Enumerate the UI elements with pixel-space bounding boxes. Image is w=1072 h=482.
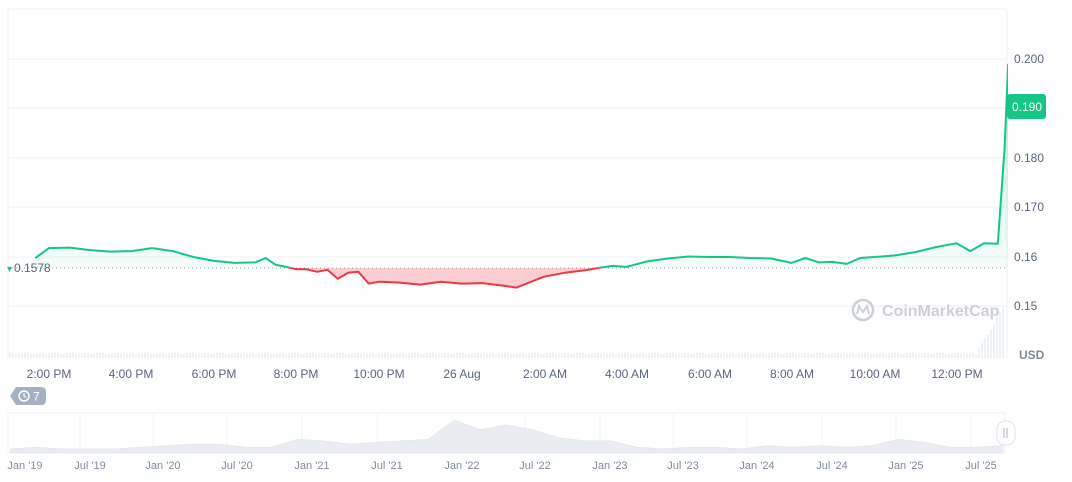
baseline-label: 0.1578 — [14, 261, 51, 275]
x-tick-label: 10:00 PM — [353, 367, 404, 381]
x-axis: 2:00 PM 4:00 PM 6:00 PM 8:00 PM 10:00 PM 26 A… — [27, 367, 983, 381]
navigator-axis: Jan '19 Jul '19 Jan '20 Jul '20 Jan '21 Jul '… — [7, 460, 996, 472]
grid — [7, 8, 1008, 358]
navigator-tick-label: Jan '20 — [145, 460, 180, 472]
price-line-up — [34, 63, 1008, 268]
navigator-tick-label: Jan '19 — [7, 460, 42, 472]
watermark: CoinMarketCap — [851, 298, 1000, 322]
y-tick-label: 0.200 — [1014, 52, 1044, 66]
x-tick-label: 6:00 PM — [192, 367, 237, 381]
x-tick-label: 10:00 AM — [850, 367, 901, 381]
history-clock-icon — [18, 390, 30, 402]
x-tick-label: 2:00 PM — [27, 367, 72, 381]
x-tick-label: 26 Aug — [443, 367, 480, 381]
navigator-tick-label: Jul '21 — [371, 460, 402, 472]
watermark-text: CoinMarketCap — [882, 303, 1000, 320]
navigator-tick-label: Jul '23 — [667, 460, 698, 472]
navigator-tick-label: Jan '25 — [888, 460, 923, 472]
navigator-handle[interactable] — [996, 420, 1016, 446]
navigator-tick-label: Jan '22 — [444, 460, 479, 472]
navigator-tick-label: Jul '25 — [965, 460, 996, 472]
y-axis: 0.200 0.190 0.180 0.170 0.16 0.15 — [1014, 52, 1044, 313]
current-price-label: 0.190 — [1012, 100, 1042, 114]
x-tick-label: 2:00 AM — [523, 367, 567, 381]
y-tick-label: 0.16 — [1014, 250, 1038, 264]
price-area-down — [35, 268, 1008, 288]
price-line-down — [286, 268, 605, 289]
coinmarketcap-logo-icon — [851, 298, 875, 322]
x-tick-label: 4:00 AM — [605, 367, 649, 381]
y-tick-label: 0.180 — [1014, 151, 1044, 165]
navigator-tick-label: Jan '23 — [592, 460, 627, 472]
volume-bars — [9, 307, 1004, 358]
baseline-marker-icon: ▾ — [7, 264, 12, 275]
history-badge[interactable]: 7 — [10, 387, 46, 405]
navigator-tick-label: Jan '24 — [739, 460, 774, 472]
y-tick-label: 0.15 — [1014, 299, 1038, 313]
navigator-tick-label: Jul '20 — [221, 460, 252, 472]
navigator-tick-label: Jul '19 — [74, 460, 105, 472]
history-count: 7 — [33, 390, 40, 404]
x-tick-label: 8:00 PM — [274, 367, 319, 381]
x-tick-label: 8:00 AM — [770, 367, 814, 381]
y-tick-label: 0.170 — [1014, 200, 1044, 214]
navigator[interactable]: Jan '19 Jul '19 Jan '20 Jul '20 Jan '21 Jul '… — [7, 412, 1016, 472]
navigator-tick-label: Jan '21 — [294, 460, 329, 472]
navigator-tick-label: Jul '22 — [519, 460, 550, 472]
x-tick-label: 4:00 PM — [109, 367, 154, 381]
navigator-tick-label: Jul '24 — [816, 460, 847, 472]
x-tick-label: 6:00 AM — [688, 367, 732, 381]
x-tick-label: 12:00 PM — [931, 367, 982, 381]
current-price-tag: 0.190 — [1007, 94, 1046, 119]
navigator-area — [9, 419, 1004, 454]
currency-label: USD — [1019, 348, 1045, 362]
